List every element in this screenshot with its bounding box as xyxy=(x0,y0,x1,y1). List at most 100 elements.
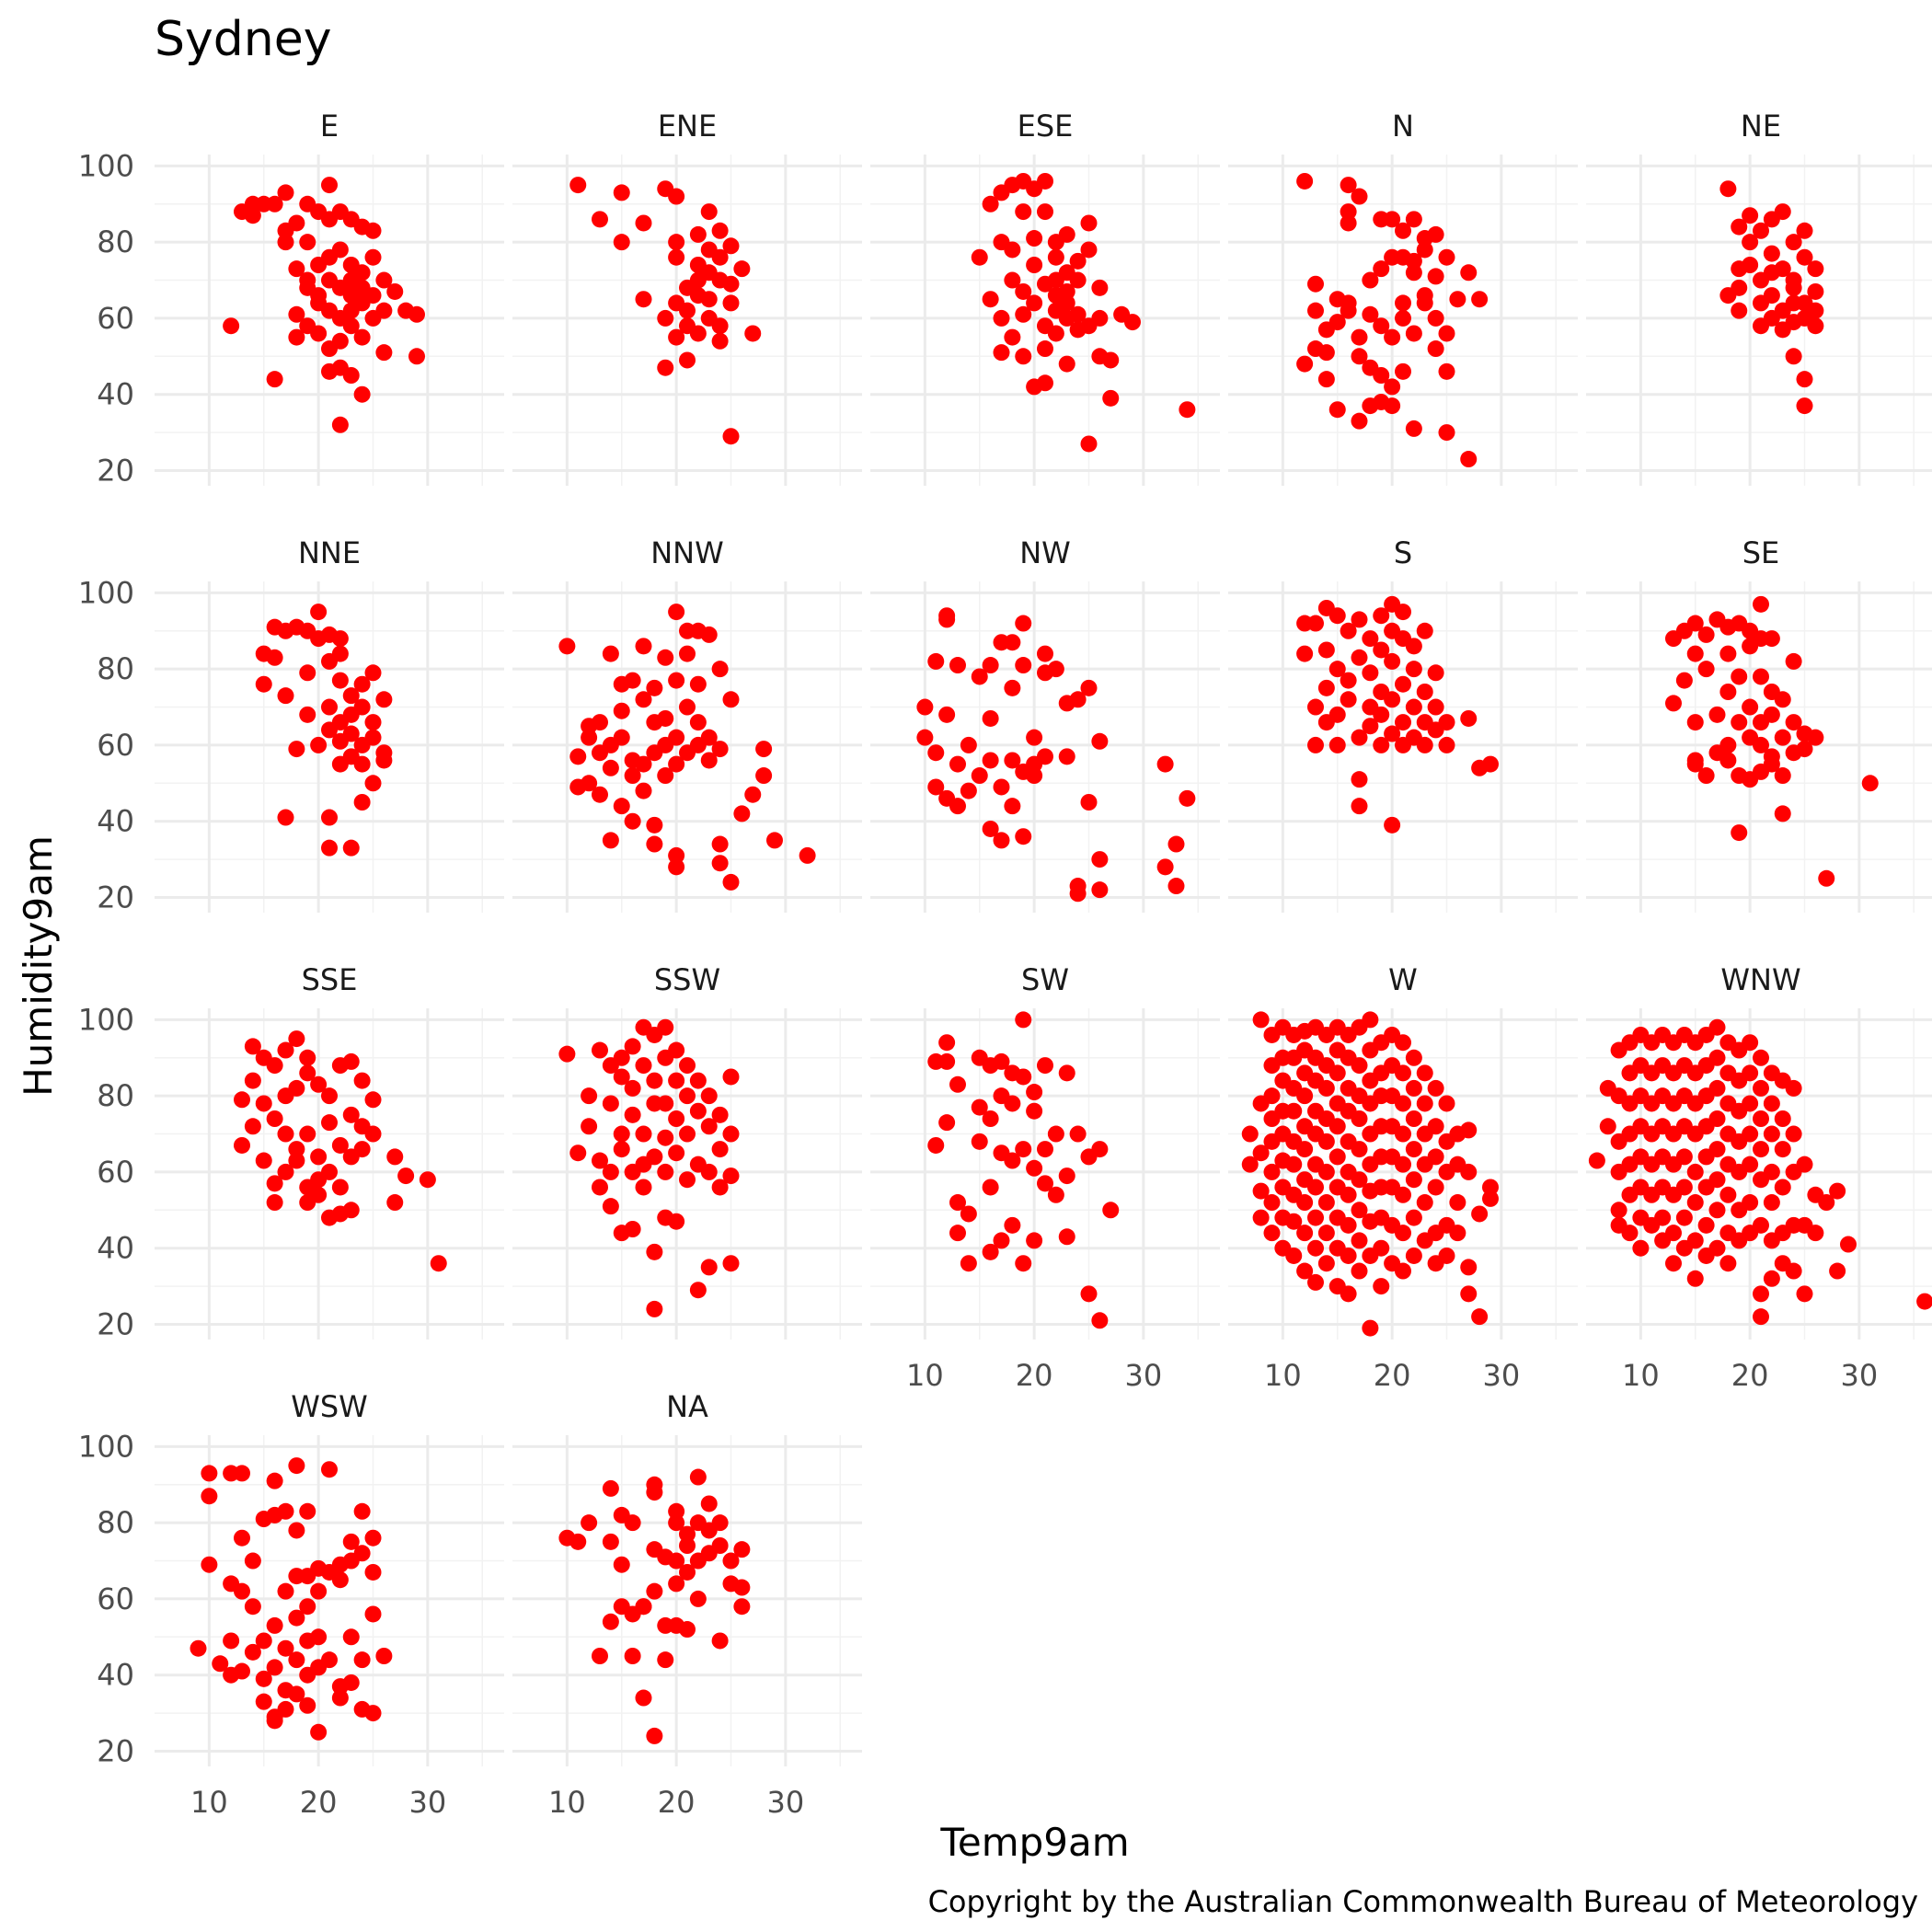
data-point xyxy=(1351,1141,1368,1158)
data-point xyxy=(1317,641,1335,659)
data-point xyxy=(1818,869,1835,887)
data-point xyxy=(331,241,349,259)
data-point xyxy=(624,1514,641,1532)
data-point xyxy=(1026,257,1043,273)
data-point xyxy=(668,1575,685,1593)
data-point xyxy=(288,305,305,323)
data-point xyxy=(1015,203,1032,221)
data-point xyxy=(1037,748,1053,765)
data-point xyxy=(1026,729,1043,746)
data-point xyxy=(1460,709,1478,727)
data-point xyxy=(635,755,652,773)
data-point xyxy=(1285,1247,1303,1264)
data-point xyxy=(722,1552,740,1570)
data-point xyxy=(1708,1079,1726,1097)
data-point xyxy=(310,1075,328,1093)
data-point xyxy=(1818,1194,1835,1212)
data-point xyxy=(1686,645,1704,662)
x-tick-label: 20 xyxy=(658,1785,696,1820)
data-point xyxy=(277,809,294,826)
data-point xyxy=(624,1648,641,1664)
data-point xyxy=(1004,271,1021,289)
data-point xyxy=(1037,1175,1053,1192)
data-point xyxy=(722,428,740,445)
data-point xyxy=(364,729,382,746)
data-point xyxy=(624,672,641,689)
data-point xyxy=(1307,275,1324,293)
data-point xyxy=(1026,230,1043,247)
data-point xyxy=(624,1221,641,1237)
data-point xyxy=(353,698,371,716)
data-point xyxy=(657,359,674,376)
data-point xyxy=(1328,401,1346,419)
data-point xyxy=(1405,420,1422,437)
data-point xyxy=(1438,248,1455,266)
data-point xyxy=(321,1114,338,1132)
data-point xyxy=(1384,328,1401,346)
facet-strip-label: WSW xyxy=(291,1389,368,1424)
data-point xyxy=(212,1655,229,1673)
data-point xyxy=(960,782,977,799)
data-point xyxy=(1753,595,1769,613)
data-point xyxy=(949,1225,966,1242)
data-point xyxy=(635,214,652,232)
data-point xyxy=(1351,1057,1368,1075)
data-point xyxy=(1307,698,1324,716)
data-point xyxy=(668,328,685,346)
facet-strip-label: NNW xyxy=(650,535,724,570)
data-point xyxy=(288,1079,305,1097)
data-point xyxy=(342,839,360,857)
data-point xyxy=(1015,1068,1032,1086)
data-point xyxy=(1004,752,1021,769)
data-point xyxy=(321,1461,338,1478)
data-point xyxy=(266,1194,283,1212)
data-point xyxy=(1091,881,1109,899)
data-point xyxy=(1252,1182,1270,1200)
y-tick-label: 80 xyxy=(97,1078,134,1113)
data-point xyxy=(408,348,425,365)
data-point xyxy=(602,1198,619,1215)
data-point xyxy=(277,1125,294,1143)
data-point xyxy=(277,1502,294,1520)
data-point xyxy=(1340,672,1357,689)
data-point xyxy=(1753,1049,1769,1066)
data-point xyxy=(342,317,360,335)
data-point xyxy=(1340,1247,1357,1264)
data-point xyxy=(310,736,328,753)
data-point xyxy=(1395,222,1411,239)
data-point xyxy=(288,1685,305,1703)
data-point xyxy=(1395,294,1411,312)
data-point xyxy=(364,775,382,792)
data-point xyxy=(1708,1049,1726,1066)
data-point xyxy=(993,832,1010,849)
data-point xyxy=(342,1052,360,1070)
y-tick-label: 20 xyxy=(97,453,134,488)
data-point xyxy=(993,344,1010,362)
data-point xyxy=(1395,604,1411,621)
data-point xyxy=(733,805,751,822)
facet-strip-label: S xyxy=(1394,535,1412,570)
data-point xyxy=(1763,1163,1780,1180)
data-point xyxy=(310,1723,328,1741)
data-point xyxy=(277,1639,294,1657)
data-point xyxy=(1796,248,1813,266)
data-point xyxy=(689,325,707,342)
data-point xyxy=(331,645,349,662)
data-point xyxy=(700,203,718,221)
data-point xyxy=(646,1484,663,1501)
data-point xyxy=(569,748,587,765)
data-point xyxy=(982,291,999,308)
data-point xyxy=(1632,1239,1650,1257)
data-point xyxy=(1384,652,1401,670)
data-point xyxy=(1037,645,1053,662)
x-tick-label: 10 xyxy=(1264,1358,1302,1393)
data-point xyxy=(342,1673,360,1691)
data-point xyxy=(1047,661,1064,678)
data-point xyxy=(1351,771,1368,788)
data-point xyxy=(1015,828,1032,845)
y-tick-label: 40 xyxy=(97,1231,134,1266)
data-point xyxy=(1719,180,1737,198)
data-point xyxy=(1785,714,1802,731)
data-point xyxy=(1405,252,1422,270)
data-point xyxy=(1015,305,1032,323)
